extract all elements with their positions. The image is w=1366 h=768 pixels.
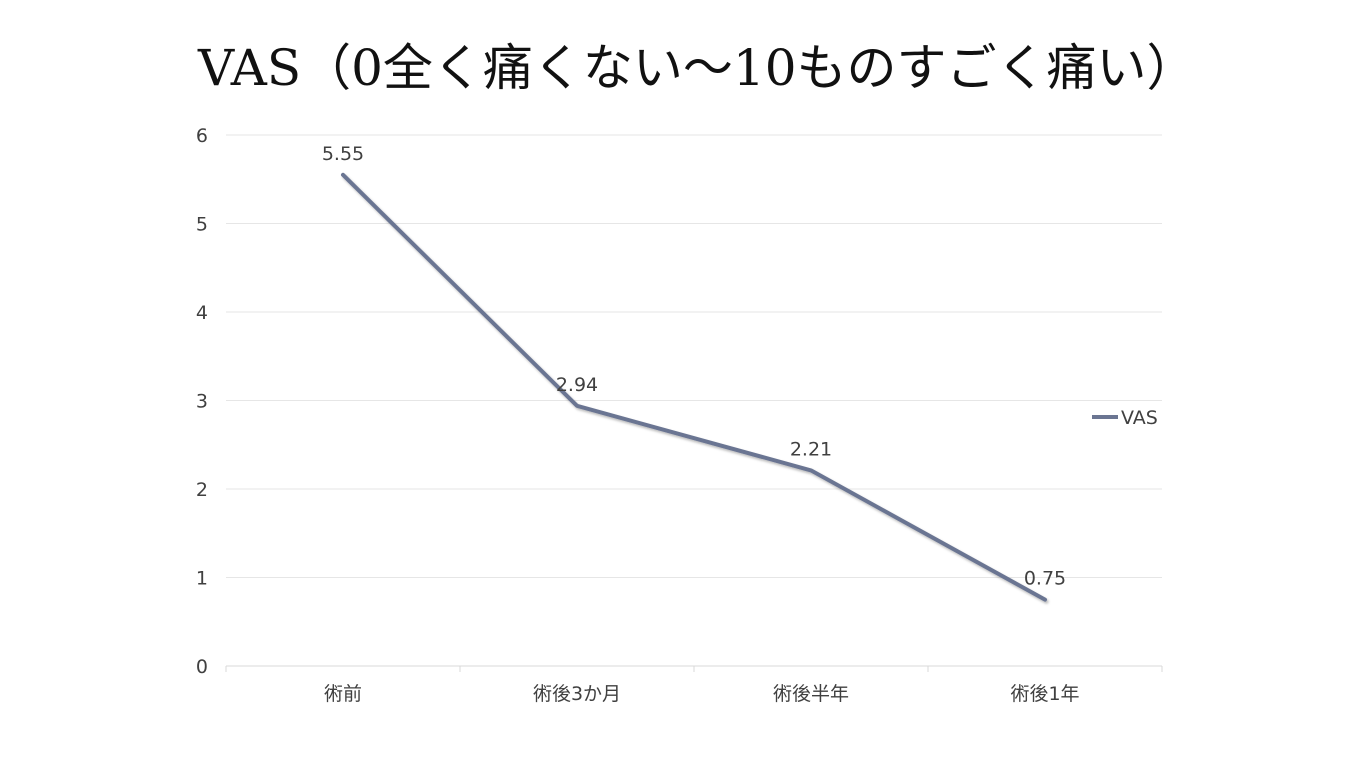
data-labels: 5.55 2.94 2.21 0.75 <box>322 143 1066 590</box>
data-label: 5.55 <box>322 143 364 165</box>
x-tick-label: 術後3か月 <box>533 683 621 705</box>
y-tick-label: 5 <box>196 214 208 236</box>
y-axis: 0 1 2 3 4 5 6 <box>196 125 208 678</box>
series-lines <box>341 172 1047 602</box>
series-line-vas <box>341 172 1047 602</box>
data-label: 2.21 <box>790 438 832 460</box>
gridlines <box>226 134 1162 667</box>
x-tick-label: 術前 <box>324 683 362 705</box>
data-label: 2.94 <box>556 374 598 396</box>
data-label: 0.75 <box>1024 568 1066 590</box>
y-tick-label: 2 <box>196 479 208 501</box>
x-tick-label: 術後半年 <box>773 683 849 705</box>
y-tick-label: 0 <box>196 656 208 678</box>
legend: VAS <box>1092 407 1158 429</box>
y-tick-label: 6 <box>196 125 208 147</box>
x-axis: 術前 術後3か月 術後半年 術後1年 <box>225 666 1163 705</box>
x-tick-label: 術後1年 <box>1010 683 1079 705</box>
y-tick-label: 3 <box>196 391 208 413</box>
y-tick-label: 1 <box>196 568 208 590</box>
legend-label: VAS <box>1121 407 1158 429</box>
slide-title: VAS（0全く痛くない～10ものすごく痛い） <box>198 39 1197 97</box>
y-tick-label: 4 <box>196 302 208 324</box>
